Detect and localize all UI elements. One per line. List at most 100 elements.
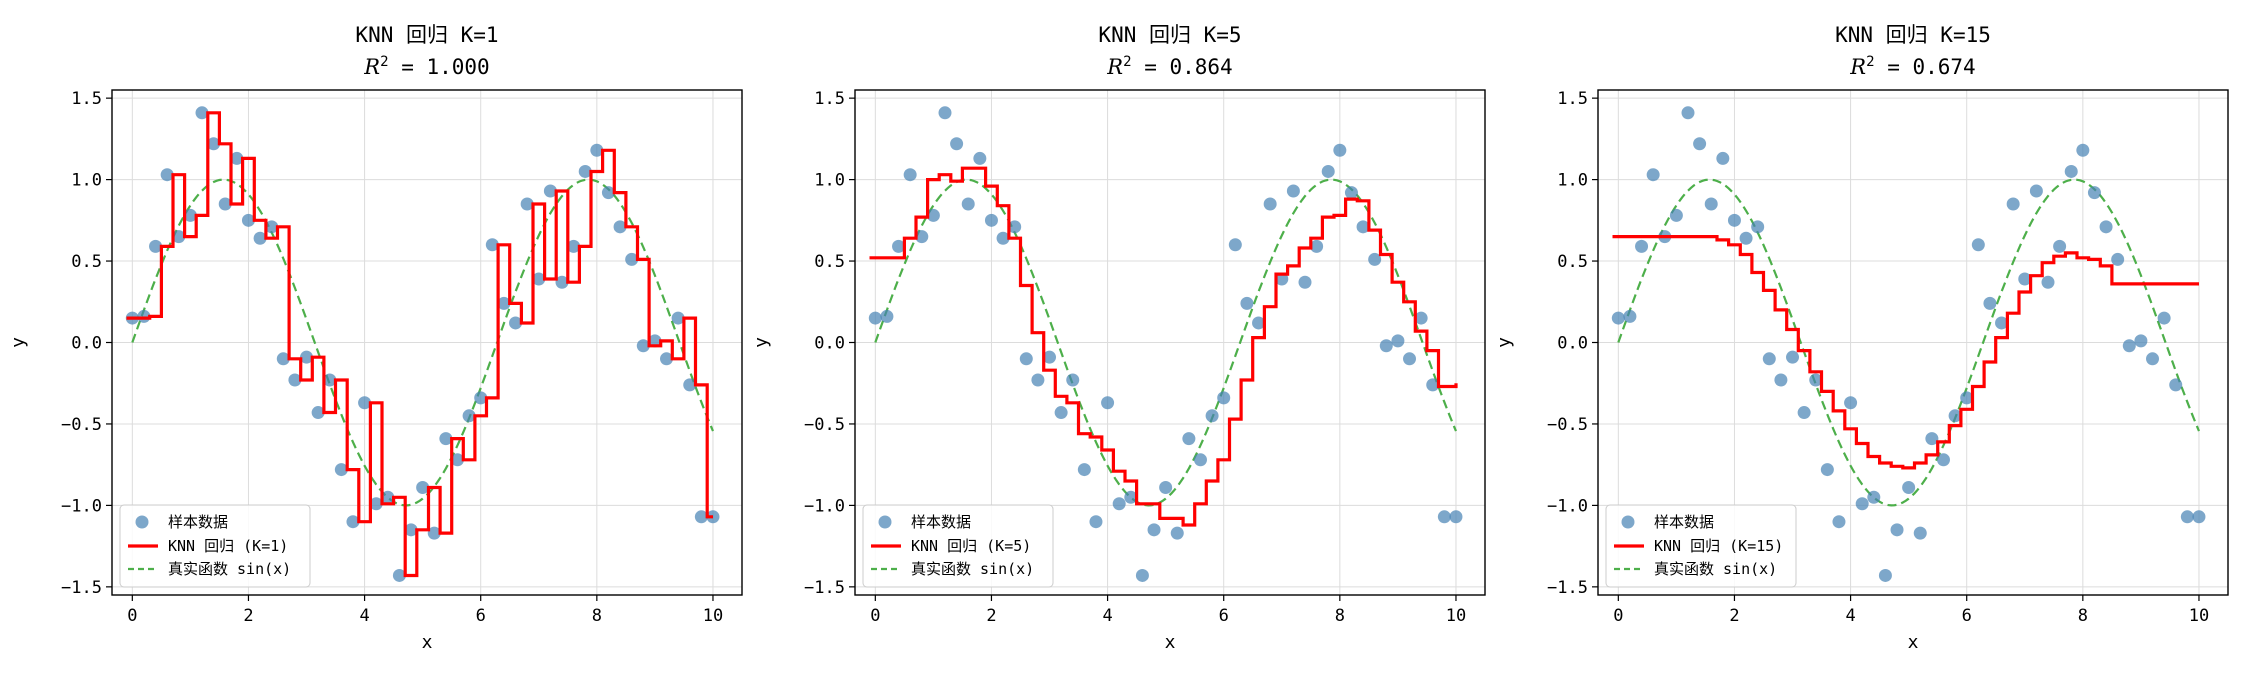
sample-point	[1344, 186, 1358, 200]
legend-label-true: 真实函数 sin(x)	[1654, 560, 1777, 578]
sample-point	[1716, 151, 1730, 165]
sample-point	[1228, 238, 1242, 252]
sample-point	[241, 213, 255, 227]
sample-point	[1693, 137, 1707, 151]
legend-label-samples: 样本数据	[1654, 513, 1714, 531]
sample-point	[404, 523, 418, 537]
r2-value: = 0.864	[1132, 55, 1233, 79]
sample-point	[323, 373, 337, 387]
sample-point	[218, 197, 232, 211]
sample-point	[509, 316, 523, 330]
sample-point	[1809, 373, 1823, 387]
sample-point	[1240, 296, 1254, 310]
sample-point	[532, 272, 546, 286]
sample-point	[1193, 453, 1207, 467]
sample-point	[1089, 515, 1103, 529]
sample-point	[1669, 208, 1683, 222]
sample-point	[2169, 378, 2183, 392]
y-tick-label: 0.0	[71, 334, 102, 354]
sample-point	[996, 231, 1010, 245]
sample-point	[230, 151, 244, 165]
sample-point	[1147, 523, 1161, 537]
sample-point	[892, 239, 906, 253]
sample-point	[1066, 373, 1080, 387]
sample-point	[1971, 238, 1985, 252]
legend: 样本数据 KNN 回归 (K=1) 真实函数 sin(x)	[119, 504, 311, 588]
sample-point	[1008, 220, 1022, 234]
sample-point	[590, 143, 604, 157]
sample-point	[2041, 275, 2055, 289]
sample-point	[1426, 378, 1440, 392]
r2-value: = 1.000	[389, 55, 490, 79]
legend-marker-samples	[878, 515, 892, 529]
sample-point	[1112, 497, 1126, 511]
sample-point	[1449, 510, 1463, 524]
x-axis-label: x	[422, 632, 433, 653]
x-tick-label: 8	[1335, 606, 1345, 626]
knn-prediction-line	[869, 166, 1458, 527]
sample-point	[1077, 463, 1091, 477]
chart-title: KNN 回归 K=5	[1098, 23, 1241, 47]
legend-box	[1605, 504, 1797, 588]
sample-point	[2018, 272, 2032, 286]
x-tick-label: 10	[703, 606, 723, 626]
knn-prediction-line	[1612, 235, 2199, 470]
sample-point	[2134, 334, 2148, 348]
sample-point	[1252, 316, 1266, 330]
sample-point	[1960, 391, 1974, 405]
sample-point	[462, 409, 476, 423]
sample-point	[1890, 523, 1904, 537]
x-tick-label: 4	[1845, 606, 1855, 626]
x-tick-label: 4	[359, 606, 369, 626]
sample-point	[334, 463, 348, 477]
r2-symbol: R	[1106, 55, 1123, 79]
sample-point	[369, 497, 383, 511]
x-tick-label: 6	[476, 606, 486, 626]
sample-point	[694, 510, 708, 524]
sample-point	[497, 296, 511, 310]
sample-point	[1751, 220, 1765, 234]
sample-point	[1913, 526, 1927, 540]
legend: 样本数据 KNN 回归 (K=5) 真实函数 sin(x)	[862, 504, 1054, 588]
x-tick-label: 6	[1219, 606, 1229, 626]
true-function-line	[874, 178, 1458, 507]
legend-marker-samples	[135, 515, 149, 529]
x-tick-label: 10	[1446, 606, 1466, 626]
sample-point	[1820, 463, 1834, 477]
legend: 样本数据 KNN 回归 (K=15) 真实函数 sin(x)	[1605, 504, 1797, 588]
sample-point	[172, 230, 186, 244]
x-tick-label: 6	[1962, 606, 1972, 626]
sample-point	[1623, 309, 1637, 323]
y-axis-label: y	[1494, 337, 1515, 348]
x-tick-label: 2	[1729, 606, 1739, 626]
sample-point	[1867, 490, 1881, 504]
sample-point	[2076, 143, 2090, 157]
y-tick-label: −0.5	[804, 415, 845, 435]
sample-point	[450, 453, 464, 467]
chart-panel-15: R2 = 0.674 样本数据 KNN 回归 (K=15) 真实函数 sin(x)	[1592, 54, 2229, 601]
legend-label-true: 真实函数 sin(x)	[911, 560, 1034, 578]
legend-label-samples: 样本数据	[168, 513, 228, 531]
y-tick-label: 0.0	[1557, 334, 1588, 354]
sample-point	[601, 186, 615, 200]
sample-point	[381, 490, 395, 504]
r2-superscript: 2	[1123, 54, 1131, 70]
sample-point	[1043, 350, 1057, 364]
r2-superscript: 2	[1866, 54, 1874, 70]
x-tick-label: 2	[243, 606, 253, 626]
y-tick-label: 0.0	[814, 334, 845, 354]
r2-value: = 0.674	[1875, 55, 1976, 79]
sample-point	[2192, 510, 2206, 524]
sample-point	[253, 231, 267, 245]
sample-point	[1774, 373, 1788, 387]
sample-point	[1217, 391, 1231, 405]
y-tick-label: 0.5	[814, 252, 845, 272]
y-tick-label: −0.5	[1547, 415, 1588, 435]
sample-point	[903, 168, 917, 182]
sample-point	[520, 197, 534, 211]
sample-point	[2146, 352, 2160, 366]
sample-point	[1286, 184, 1300, 198]
sample-point	[1681, 106, 1695, 120]
sample-point	[648, 334, 662, 348]
